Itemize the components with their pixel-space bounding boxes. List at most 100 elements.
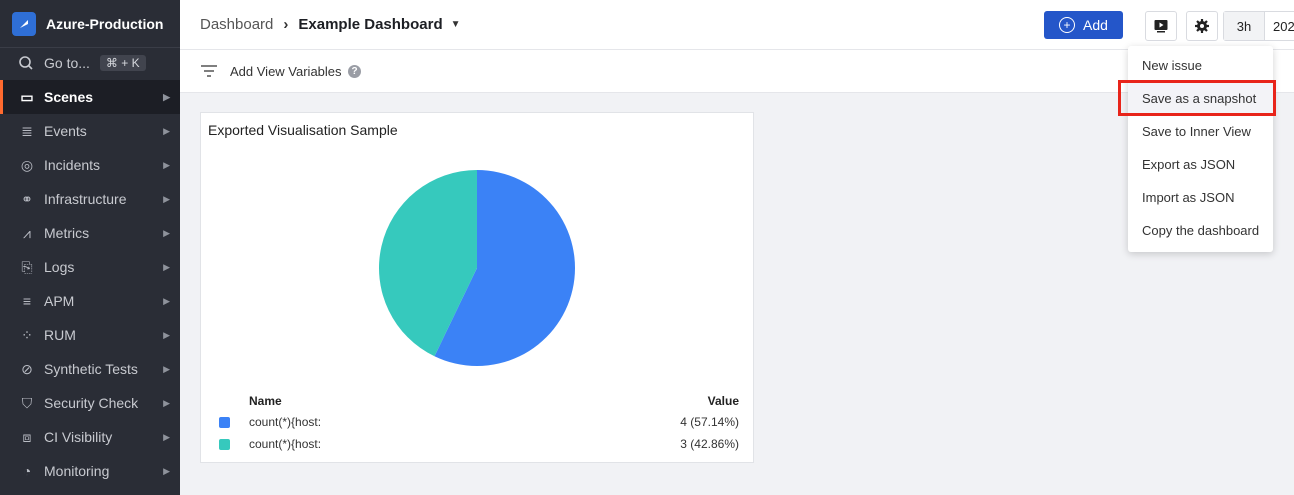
chevron-right-icon: ▶ [163, 397, 170, 408]
sidebar-item-label: Incidents [44, 157, 101, 173]
menu-item-save-to-inner-view[interactable]: Save to Inner View [1142, 124, 1251, 139]
present-icon [1154, 20, 1168, 33]
sidebar-item-monitoring[interactable]: ◔ Monitoring ▶ [0, 454, 180, 488]
sidebar-item-label: APM [44, 293, 75, 309]
workspace-switcher[interactable]: Azure-Production [0, 0, 180, 48]
sidebar-item-label: RUM [44, 327, 76, 343]
pie-slice[interactable] [434, 170, 575, 366]
sidebar-item-label: Synthetic Tests [44, 361, 138, 377]
menu-item-copy-the-dashboard[interactable]: Copy the dashboard [1142, 223, 1260, 238]
apm-icon: ≡ [22, 293, 32, 309]
sidebar-item-label: Metrics [44, 225, 90, 241]
chevron-right-icon: ▶ [163, 227, 170, 238]
workspace-logo-icon [12, 11, 36, 36]
menu-item-import-as-json[interactable]: Import as JSON [1142, 190, 1235, 205]
view-variables-bar: Add View Variables ? [180, 50, 1294, 93]
ci-icon: ⧈ [22, 428, 32, 445]
legend-row[interactable]: count(*){host: 3 (42.86%) [219, 436, 739, 456]
rum-icon: ⁘ [21, 326, 33, 343]
chevron-right-icon: ▶ [163, 91, 170, 102]
legend-swatch [219, 439, 230, 450]
sidebar-item-label: Events [44, 123, 87, 139]
legend-swatch [219, 417, 230, 428]
menu-item-save-as-a-snapshot[interactable]: Save as a snapshot [1128, 82, 1273, 115]
sidebar-item-label: Logs [44, 259, 75, 275]
settings-button[interactable] [1186, 11, 1218, 41]
synthetic-icon: ⊘ [21, 360, 33, 377]
chevron-right-icon: ▶ [163, 261, 170, 272]
breadcrumb-dashboard[interactable]: Dashboard [200, 16, 274, 33]
sidebar-item-label: Security Check [44, 395, 139, 411]
logs-icon: ⎘ [21, 258, 33, 275]
metrics-icon: ⩘ [23, 224, 31, 241]
time-range-value[interactable]: 202 [1273, 18, 1294, 34]
sidebar-item-label: Infrastructure [44, 191, 127, 207]
filter-icon[interactable] [200, 64, 218, 78]
sidebar: Azure-Production Go to... ⌘ + K ▭ Scenes ▶… [0, 0, 180, 495]
legend-name: count(*){host: [249, 415, 322, 429]
goto-search[interactable]: Go to... ⌘ + K [0, 48, 180, 78]
breadcrumb: Dashboard › Example Dashboard ▼ [200, 16, 461, 33]
chevron-down-icon[interactable]: ▼ [450, 19, 461, 30]
legend-value: 4 (57.14%) [680, 415, 739, 429]
shield-icon: ⛉ [21, 394, 33, 411]
goto-label: Go to... [44, 55, 90, 71]
breadcrumb-current[interactable]: Example Dashboard [298, 16, 443, 33]
legend-header: Name Value [249, 394, 739, 408]
chevron-right-icon: ▶ [163, 159, 170, 170]
menu-item-export-as-json[interactable]: Export as JSON [1142, 157, 1236, 172]
legend-name: count(*){host: [249, 437, 322, 451]
panel-title: Exported Visualisation Sample [208, 122, 398, 138]
incidents-icon: ◎ [20, 156, 34, 173]
chart-panel: Exported Visualisation Sample Name Value… [200, 112, 754, 463]
chevron-right-icon: ▶ [163, 363, 170, 374]
time-range-picker[interactable]: 3h 202 [1223, 11, 1294, 41]
sidebar-item-ci-visibility[interactable]: ⧈ CI Visibility ▶ [0, 420, 180, 454]
add-button-label: Add [1083, 17, 1108, 33]
monitoring-icon: ◔ [22, 463, 32, 479]
menu-item-new-issue[interactable]: New issue [1142, 58, 1202, 73]
present-button[interactable] [1145, 11, 1177, 41]
sidebar-item-security-check[interactable]: ⛉ Security Check ▶ [0, 386, 180, 420]
time-range-quick[interactable]: 3h [1224, 12, 1265, 40]
legend-value-header: Value [707, 394, 739, 408]
pie-slice[interactable] [379, 170, 477, 357]
highlight-annotation-box [1118, 80, 1276, 116]
chevron-right-icon: ▶ [163, 125, 170, 136]
search-icon [19, 56, 33, 70]
sidebar-item-metrics[interactable]: ⩘ Metrics ▶ [0, 216, 180, 250]
sidebar-item-infrastructure[interactable]: ⚭ Infrastructure ▶ [0, 182, 180, 216]
chevron-right-icon: ▶ [163, 193, 170, 204]
breadcrumb-separator-icon: › [283, 16, 289, 33]
sidebar-item-incidents[interactable]: ◎ Incidents ▶ [0, 148, 180, 182]
legend-row[interactable]: count(*){host: 4 (57.14%) [219, 414, 739, 434]
events-icon: ≣ [21, 122, 33, 139]
top-header: Dashboard › Example Dashboard ▼ + Add 3h… [180, 0, 1294, 50]
help-icon[interactable]: ? [348, 65, 361, 78]
settings-dropdown-menu: New issue Save as a snapshot Save to Inner… [1128, 46, 1273, 252]
sidebar-item-apm[interactable]: ≡ APM ▶ [0, 284, 180, 318]
add-button[interactable]: + Add [1044, 11, 1123, 39]
legend-value: 3 (42.86%) [680, 437, 739, 451]
legend-name-header: Name [249, 394, 282, 408]
sidebar-item-label: Monitoring [44, 463, 110, 479]
sidebar-item-rum[interactable]: ⁘ RUM ▶ [0, 318, 180, 352]
gear-icon [1195, 19, 1209, 33]
infrastructure-icon: ⚭ [21, 190, 33, 207]
sidebar-item-events[interactable]: ≣ Events ▶ [0, 114, 180, 148]
workspace-name: Azure-Production [46, 15, 164, 32]
sidebar-item-logs[interactable]: ⎘ Logs ▶ [0, 250, 180, 284]
goto-shortcut: ⌘ + K [99, 55, 146, 71]
add-view-variables[interactable]: Add View Variables [230, 64, 342, 79]
pie-chart [379, 170, 575, 366]
chevron-right-icon: ▶ [163, 465, 170, 476]
chevron-right-icon: ▶ [163, 329, 170, 340]
scenes-icon: ▭ [20, 88, 34, 105]
add-circle-icon: + [1059, 17, 1076, 33]
sidebar-item-synthetic-tests[interactable]: ⊘ Synthetic Tests ▶ [0, 352, 180, 386]
sidebar-item-scenes[interactable]: ▭ Scenes ▶ [0, 80, 180, 114]
chevron-right-icon: ▶ [163, 431, 170, 442]
chevron-right-icon: ▶ [163, 295, 170, 306]
sidebar-item-label: Scenes [44, 89, 94, 105]
sidebar-item-label: CI Visibility [44, 429, 113, 445]
